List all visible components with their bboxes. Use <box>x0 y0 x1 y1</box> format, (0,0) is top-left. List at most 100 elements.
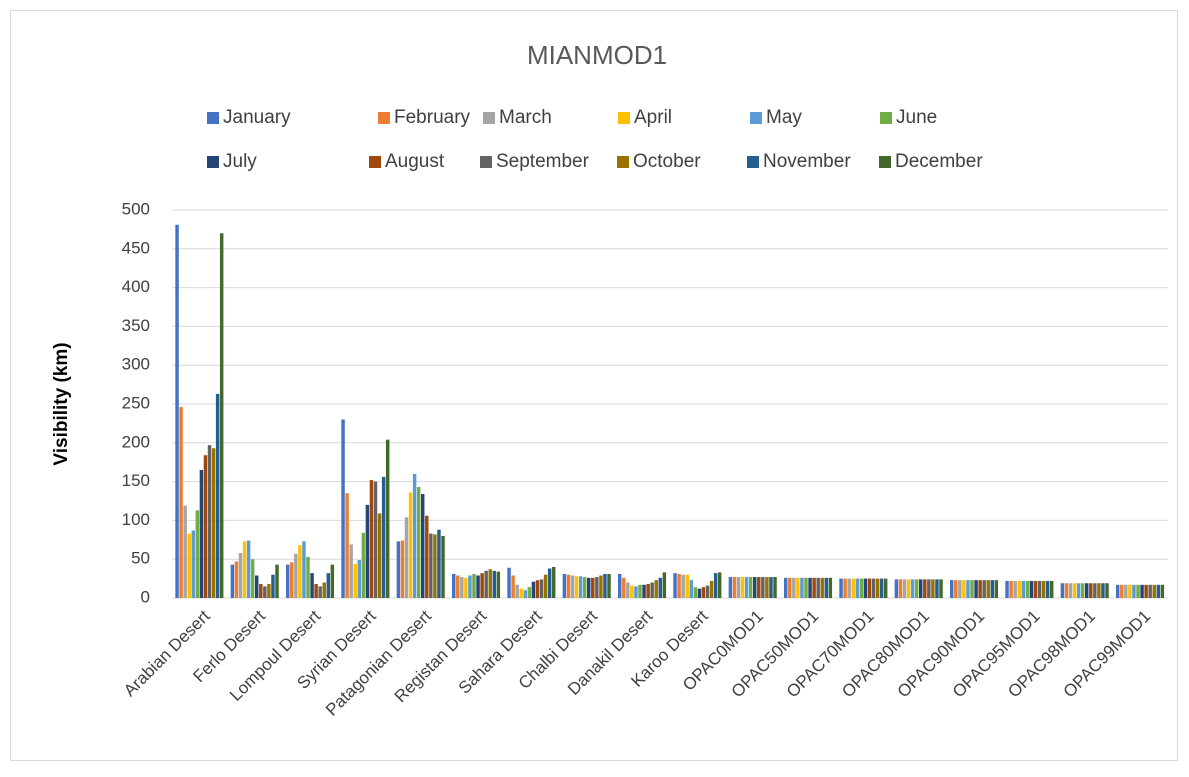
bar <box>404 517 409 598</box>
bar <box>1049 580 1054 598</box>
bar <box>468 575 472 598</box>
bar <box>242 541 247 598</box>
bar <box>800 577 804 598</box>
bar <box>658 577 663 598</box>
bar <box>765 577 769 598</box>
bar <box>326 573 331 598</box>
y-tick-label: 350 <box>122 316 150 335</box>
bar <box>425 515 429 598</box>
bar <box>705 585 710 598</box>
bar <box>851 578 855 598</box>
bar <box>1089 583 1093 598</box>
bar <box>1140 584 1144 598</box>
bar <box>962 580 966 598</box>
bar <box>1156 584 1161 598</box>
bar <box>622 577 626 598</box>
bar <box>310 573 314 598</box>
bar <box>570 575 575 598</box>
bar <box>1105 583 1109 598</box>
bar <box>871 578 876 598</box>
bar <box>910 579 915 598</box>
bar <box>906 579 911 598</box>
bar <box>654 580 658 598</box>
bar <box>492 570 497 598</box>
bar <box>535 580 540 598</box>
y-axis-title: Visibility (km) <box>51 342 72 465</box>
legend-label: April <box>634 107 672 128</box>
bar <box>582 577 587 598</box>
bar <box>709 580 714 598</box>
bar <box>451 573 456 598</box>
bar <box>385 439 390 598</box>
bar <box>626 582 630 598</box>
bar <box>792 577 796 598</box>
bar <box>441 535 445 598</box>
y-tick-label: 250 <box>122 393 150 412</box>
bar <box>1080 583 1085 598</box>
bar <box>179 407 183 598</box>
bar <box>369 480 374 598</box>
legend-swatch <box>369 156 381 168</box>
bar <box>875 578 880 598</box>
bar <box>539 579 544 598</box>
bar <box>828 577 833 598</box>
bar <box>1072 583 1077 598</box>
bar <box>902 579 907 598</box>
bar <box>365 504 370 598</box>
bar <box>773 577 777 598</box>
bar <box>591 577 595 598</box>
bar <box>697 588 702 598</box>
bar <box>728 577 733 598</box>
bar <box>507 567 511 598</box>
bar <box>1124 584 1128 598</box>
bar <box>574 576 579 598</box>
bar <box>234 561 239 598</box>
bar <box>769 577 773 598</box>
bar <box>345 493 349 598</box>
legend-swatch <box>618 112 630 124</box>
bar <box>496 571 501 598</box>
bar <box>290 562 294 598</box>
bar <box>974 580 978 598</box>
legend-label: May <box>766 107 802 128</box>
bar <box>1064 583 1069 598</box>
bar <box>1013 580 1017 598</box>
bar <box>1128 584 1132 598</box>
bar <box>958 580 962 598</box>
bar <box>1029 580 1034 598</box>
bar <box>1060 583 1065 598</box>
y-tick-label: 300 <box>122 355 150 374</box>
bar <box>595 577 599 598</box>
bar <box>883 578 888 598</box>
bar <box>990 580 995 598</box>
bar <box>1085 583 1089 598</box>
bar <box>377 513 382 598</box>
bar <box>511 575 515 598</box>
bar <box>195 510 200 598</box>
bar <box>599 575 603 598</box>
legend-swatch <box>483 112 495 124</box>
bar <box>527 587 532 598</box>
bar <box>966 580 970 598</box>
legend-swatch <box>207 156 219 168</box>
bar <box>820 577 824 598</box>
bar <box>314 584 318 598</box>
bar <box>396 541 401 598</box>
bar <box>949 580 954 598</box>
legend-swatch <box>378 112 390 124</box>
bar <box>732 577 737 598</box>
bar <box>685 574 689 598</box>
legend-label: February <box>394 107 471 128</box>
bar <box>994 580 999 598</box>
bar <box>211 448 216 598</box>
bar <box>855 578 860 598</box>
y-tick-label: 400 <box>122 277 150 296</box>
bar <box>175 224 179 598</box>
legend-label: March <box>499 107 552 128</box>
bar <box>1009 580 1013 598</box>
bar <box>1045 580 1050 598</box>
legend-swatch <box>880 112 892 124</box>
bar <box>476 575 480 598</box>
bar <box>1093 583 1097 598</box>
